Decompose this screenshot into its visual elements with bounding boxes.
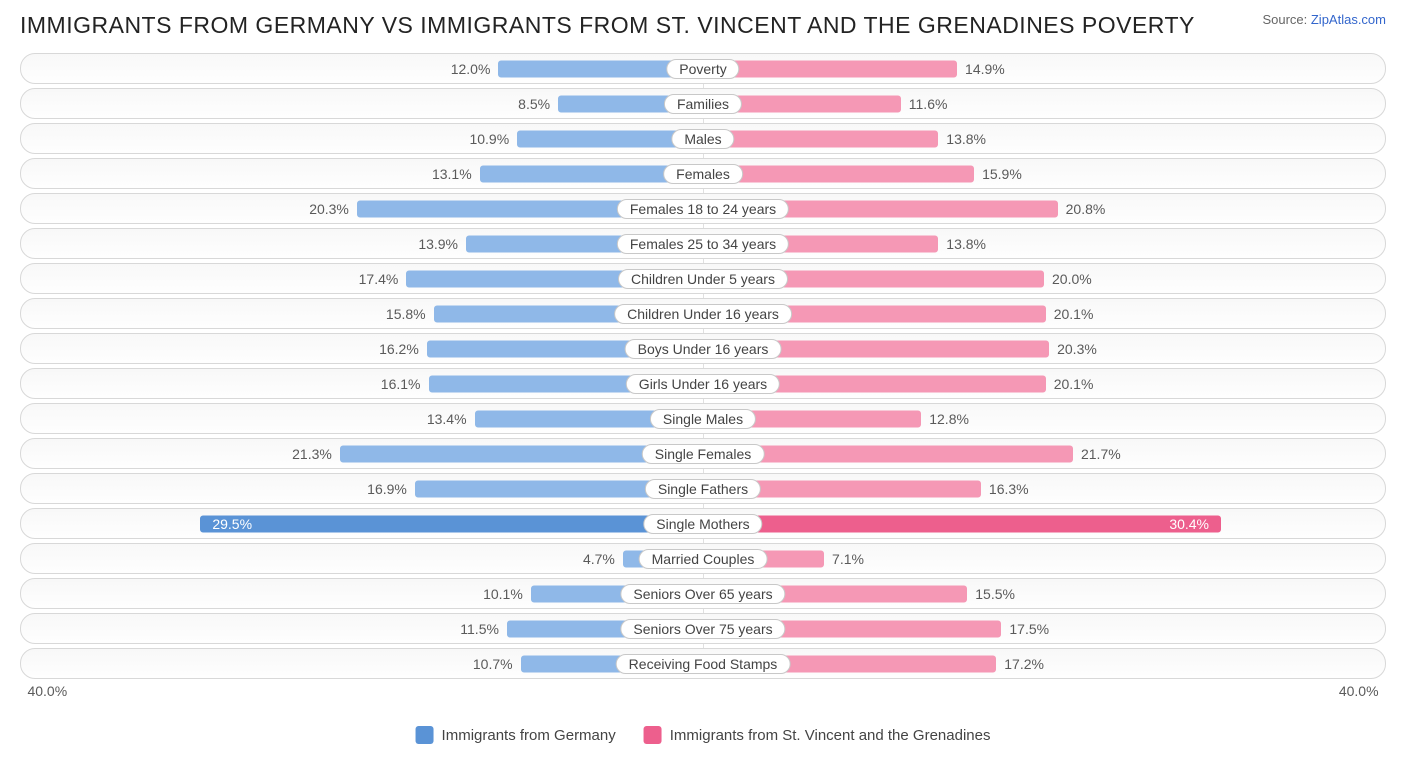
value-right: 15.9% [982, 166, 1022, 182]
value-left: 29.5% [212, 516, 252, 532]
value-left: 8.5% [518, 96, 550, 112]
chart-row: 16.9% 16.3% Single Fathers [20, 473, 1386, 504]
value-right: 14.9% [965, 61, 1005, 77]
value-right: 20.8% [1066, 201, 1106, 217]
value-left: 10.1% [483, 586, 523, 602]
chart-header: IMMIGRANTS FROM GERMANY VS IMMIGRANTS FR… [20, 12, 1386, 39]
chart-row: 13.4% 12.8% Single Males [20, 403, 1386, 434]
value-left: 4.7% [583, 551, 615, 567]
chart-row: 21.3% 21.7% Single Females [20, 438, 1386, 469]
chart-row: 10.1% 15.5% Seniors Over 65 years [20, 578, 1386, 609]
legend-swatch-left [416, 726, 434, 744]
category-label: Males [671, 129, 734, 149]
value-left: 11.5% [460, 621, 499, 637]
legend-label-left: Immigrants from Germany [442, 727, 616, 744]
value-right: 13.8% [946, 236, 986, 252]
source-attribution: Source: ZipAtlas.com [1262, 12, 1386, 27]
chart-row: 12.0% 14.9% Poverty [20, 53, 1386, 84]
bar-right [703, 515, 1221, 532]
bar-right [703, 60, 957, 77]
value-left: 21.3% [292, 446, 332, 462]
bar-right [703, 165, 974, 182]
source-prefix: Source: [1262, 12, 1310, 27]
bar-left [200, 515, 703, 532]
legend-item-right: Immigrants from St. Vincent and the Gren… [644, 726, 991, 744]
chart-row: 10.9% 13.8% Males [20, 123, 1386, 154]
category-label: Females [663, 164, 743, 184]
category-label: Single Fathers [645, 479, 761, 499]
value-left: 16.9% [367, 481, 407, 497]
value-right: 20.0% [1052, 271, 1092, 287]
chart-row: 16.1% 20.1% Girls Under 16 years [20, 368, 1386, 399]
value-left: 20.3% [309, 201, 349, 217]
value-left: 13.9% [418, 236, 458, 252]
value-right: 20.1% [1054, 376, 1094, 392]
value-left: 12.0% [451, 61, 491, 77]
chart-title: IMMIGRANTS FROM GERMANY VS IMMIGRANTS FR… [20, 12, 1195, 39]
chart-row: 13.1% 15.9% Females [20, 158, 1386, 189]
value-right: 20.3% [1057, 341, 1097, 357]
category-label: Single Males [650, 409, 756, 429]
category-label: Poverty [666, 59, 739, 79]
value-right: 20.1% [1054, 306, 1094, 322]
value-right: 21.7% [1081, 446, 1121, 462]
chart-row: 13.9% 13.8% Females 25 to 34 years [20, 228, 1386, 259]
category-label: Females 25 to 34 years [617, 234, 789, 254]
value-left: 13.4% [427, 411, 467, 427]
value-right: 30.4% [1169, 516, 1209, 532]
category-label: Single Mothers [643, 514, 762, 534]
axis-label-left: 40.0% [27, 683, 67, 699]
chart-row: 17.4% 20.0% Children Under 5 years [20, 263, 1386, 294]
category-label: Seniors Over 65 years [620, 584, 785, 604]
category-label: Seniors Over 75 years [620, 619, 785, 639]
category-label: Females 18 to 24 years [617, 199, 789, 219]
axis-label-right: 40.0% [1339, 683, 1379, 699]
value-right: 15.5% [975, 586, 1015, 602]
value-left: 10.9% [469, 131, 509, 147]
legend: Immigrants from Germany Immigrants from … [416, 726, 991, 744]
value-right: 17.2% [1004, 656, 1044, 672]
value-right: 17.5% [1009, 621, 1049, 637]
value-left: 15.8% [386, 306, 426, 322]
chart-row: 20.3% 20.8% Females 18 to 24 years [20, 193, 1386, 224]
value-right: 7.1% [832, 551, 864, 567]
chart-row: 29.5% 30.4% Single Mothers [20, 508, 1386, 539]
category-label: Families [664, 94, 742, 114]
category-label: Children Under 5 years [618, 269, 788, 289]
chart-row: 15.8% 20.1% Children Under 16 years [20, 298, 1386, 329]
legend-swatch-right [644, 726, 662, 744]
legend-label-right: Immigrants from St. Vincent and the Gren… [670, 727, 991, 744]
value-right: 13.8% [946, 131, 986, 147]
chart-area: 12.0%14.9%Poverty8.5%11.6%Families10.9%1… [20, 53, 1386, 679]
legend-item-left: Immigrants from Germany [416, 726, 616, 744]
bar-right [703, 130, 938, 147]
chart-row: 10.7% 17.2% Receiving Food Stamps [20, 648, 1386, 679]
category-label: Boys Under 16 years [625, 339, 782, 359]
value-left: 17.4% [359, 271, 399, 287]
source-link[interactable]: ZipAtlas.com [1311, 12, 1386, 27]
category-label: Receiving Food Stamps [616, 654, 791, 674]
value-left: 10.7% [473, 656, 513, 672]
category-label: Single Females [642, 444, 765, 464]
chart-row: 11.5% 17.5% Seniors Over 75 years [20, 613, 1386, 644]
chart-row: 8.5% 11.6% Families [20, 88, 1386, 119]
value-right: 12.8% [929, 411, 969, 427]
chart-row: 4.7% 7.1% Married Couples [20, 543, 1386, 574]
value-right: 16.3% [989, 481, 1029, 497]
chart-row: 16.2% 20.3% Boys Under 16 years [20, 333, 1386, 364]
category-label: Children Under 16 years [614, 304, 792, 324]
value-left: 13.1% [432, 166, 472, 182]
value-right: 11.6% [909, 96, 948, 112]
category-label: Married Couples [639, 549, 768, 569]
value-left: 16.2% [379, 341, 419, 357]
value-left: 16.1% [381, 376, 421, 392]
category-label: Girls Under 16 years [626, 374, 780, 394]
axis-labels: 40.0% 40.0% [20, 683, 1386, 705]
